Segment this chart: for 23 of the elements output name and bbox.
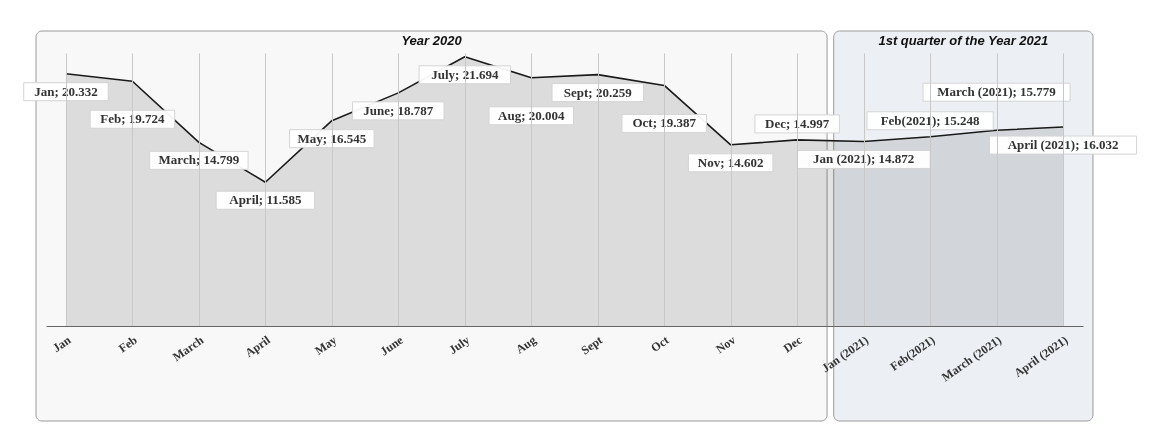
data-label: March (2021); 15.779 [937, 84, 1057, 100]
data-label: July; 21.694 [431, 66, 499, 82]
x-tick-label: Feb [115, 332, 141, 356]
data-label: May; 16.545 [297, 130, 367, 146]
band-label: Year 2020 [401, 33, 463, 48]
x-tick-label: Dec [780, 332, 806, 356]
data-label: June; 18.787 [363, 102, 434, 118]
x-tick-label: Oct [648, 332, 672, 356]
data-label: Sept; 20.259 [563, 84, 633, 100]
data-label: Feb(2021); 15.248 [880, 112, 981, 128]
x-tick-label: Jan [49, 332, 74, 356]
x-tick-label: Nov [713, 332, 739, 357]
x-tick-label: Aug [513, 332, 539, 357]
data-label: March; 14.799 [158, 152, 240, 168]
data-label: Jan; 20.332 [34, 83, 98, 99]
data-label: April (2021); 16.032 [1007, 137, 1119, 153]
data-label: April; 11.585 [229, 192, 302, 208]
band-label: 1st quarter of the Year 2021 [878, 33, 1049, 48]
x-tick-label: May [312, 332, 340, 358]
x-tick-label: June [377, 332, 407, 359]
data-label: Aug; 20.004 [498, 107, 565, 123]
x-tick-label: July [446, 332, 473, 357]
x-tick-label: Sept [578, 332, 606, 358]
